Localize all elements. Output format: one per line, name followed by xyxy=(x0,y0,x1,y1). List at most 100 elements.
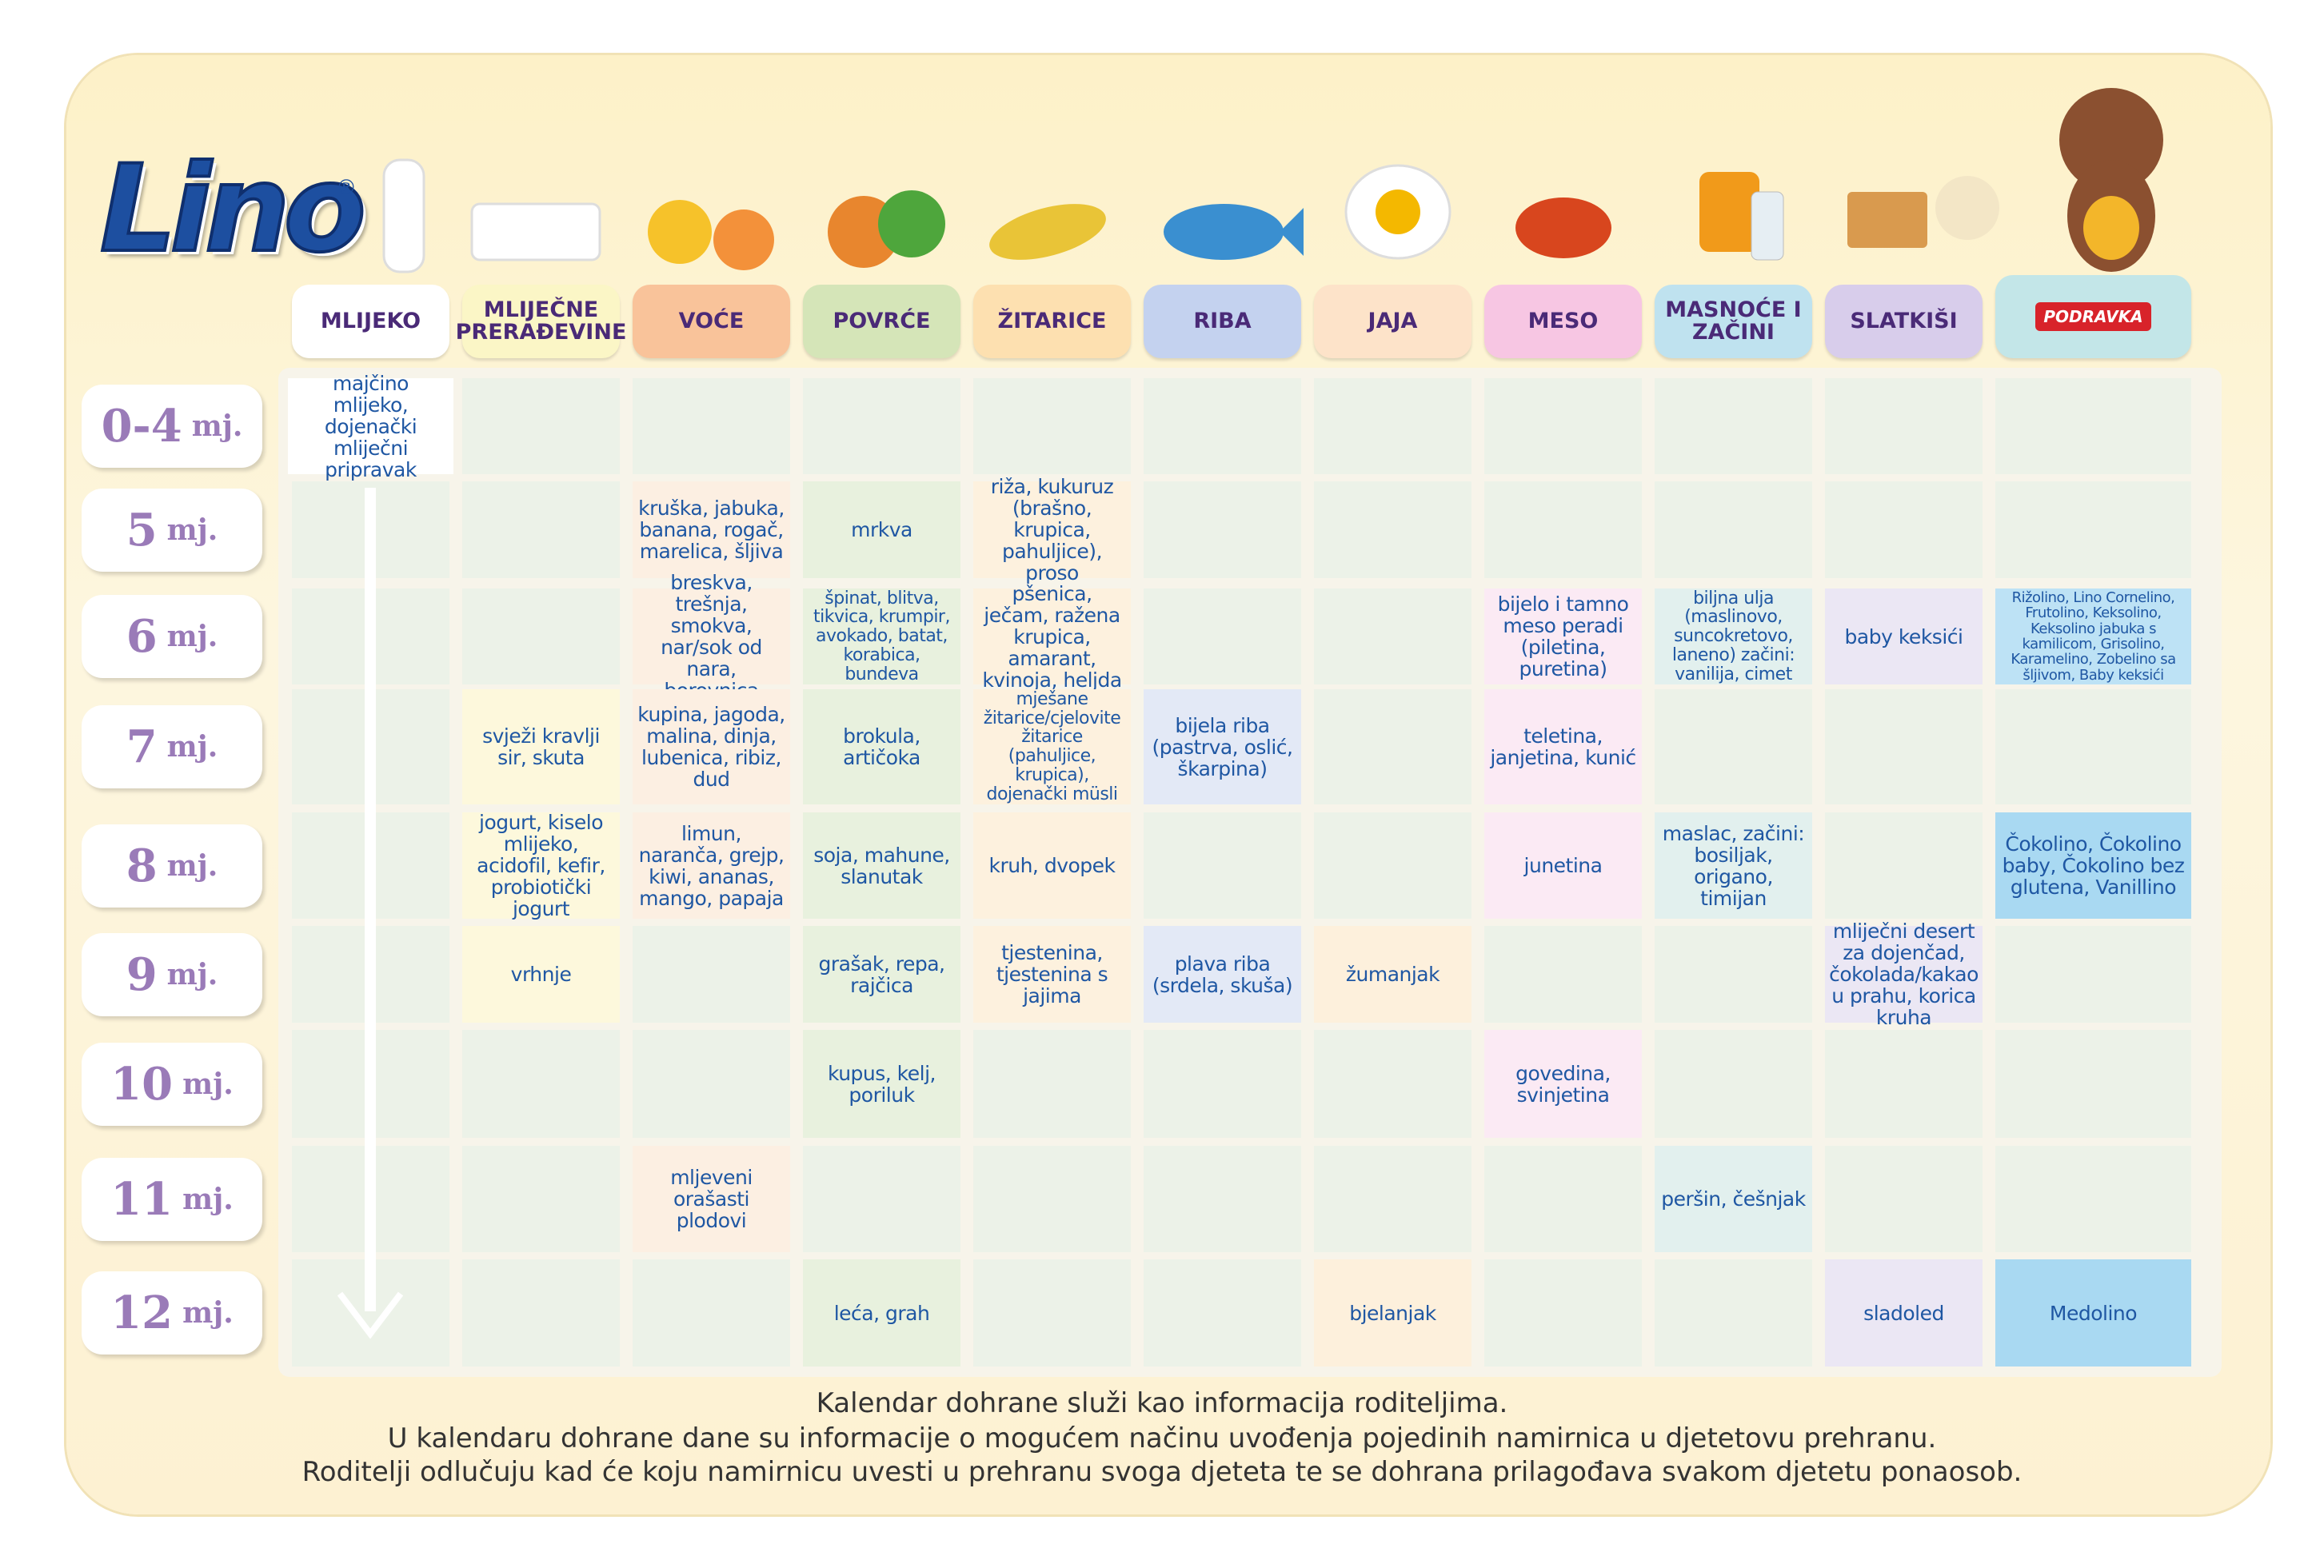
cell: Čokolino, Čokolino baby, Čokolino bez gl… xyxy=(1995,812,2191,919)
empty-cell xyxy=(1995,1146,2191,1252)
age-number: 12 xyxy=(110,1287,174,1339)
cell: plava riba (srdela, skuša) xyxy=(1144,926,1301,1023)
cell: grašak, repa, rajčica xyxy=(803,926,960,1023)
empty-cell xyxy=(1314,1030,1471,1138)
empty-cell xyxy=(1825,689,1983,804)
age-unit: mj. xyxy=(182,1067,234,1101)
column-header: ŽITARICE xyxy=(973,285,1131,358)
age-label: 5 mj. xyxy=(82,488,262,572)
empty-cell xyxy=(803,378,960,474)
cell: mljeveni orašasti plodovi xyxy=(633,1146,790,1252)
age-label: 9 mj. xyxy=(82,932,262,1016)
cell: leća, grah xyxy=(803,1259,960,1367)
empty-cell xyxy=(292,481,449,578)
cell: breskva, trešnja, smokva, nar/sok od nar… xyxy=(633,572,790,701)
cell: brokula, artičoka xyxy=(803,689,960,804)
cell: kupina, jagoda, malina, dinja, lubenica,… xyxy=(633,689,790,804)
empty-cell xyxy=(1484,1146,1642,1252)
age-unit: mj. xyxy=(191,409,243,443)
footer-line: Kalendar dohrane služi kao informacija r… xyxy=(816,1387,1508,1419)
cell: pšenica, ječam, ražena krupica, amarant,… xyxy=(973,583,1131,691)
cell: soja, mahune, slanutak xyxy=(803,812,960,919)
empty-cell xyxy=(633,1030,790,1138)
empty-cell xyxy=(1655,1259,1812,1367)
empty-cell xyxy=(1484,1259,1642,1367)
cell: junetina xyxy=(1484,812,1642,919)
age-number: 7 xyxy=(126,720,158,773)
age-number: 10 xyxy=(110,1057,174,1111)
age-unit: mj. xyxy=(166,848,218,883)
empty-cell xyxy=(292,689,449,804)
column-header: RIBA xyxy=(1144,285,1301,358)
empty-cell xyxy=(462,378,620,474)
empty-cell xyxy=(1825,812,1983,919)
footer-line: Roditelji odlučuju kad će koju namirnicu… xyxy=(301,1456,2023,1488)
cell: mliječni desert za dojenčad, čokolada/ka… xyxy=(1825,920,1983,1028)
cell: teletina, janjetina, kunić xyxy=(1484,689,1642,804)
cell: biljna ulja (maslinovo, suncokretovo, la… xyxy=(1655,588,1812,684)
empty-cell xyxy=(462,1259,620,1367)
empty-cell xyxy=(1655,378,1812,474)
empty-cell xyxy=(1655,1030,1812,1138)
age-unit: mj. xyxy=(166,957,218,991)
empty-cell xyxy=(1144,1259,1301,1367)
empty-cell xyxy=(1825,1030,1983,1138)
empty-cell xyxy=(973,1259,1131,1367)
empty-cell xyxy=(1144,481,1301,578)
empty-cell xyxy=(973,1146,1131,1252)
empty-cell xyxy=(292,1259,449,1367)
cell: riža, kukuruz (brašno, krupica, pahuljic… xyxy=(973,476,1131,584)
cell: majčino mlijeko, dojenački mliječni prip… xyxy=(288,373,453,481)
empty-cell xyxy=(1825,481,1983,578)
age-unit: mj. xyxy=(182,1182,234,1216)
brand-logo: PODRAVKA xyxy=(2035,302,2151,331)
cell: Medolino xyxy=(1995,1259,2191,1367)
age-number: 11 xyxy=(110,1172,174,1226)
empty-cell xyxy=(1144,1146,1301,1252)
column-header: JAJA xyxy=(1314,285,1471,358)
cell: mrkva xyxy=(803,481,960,578)
age-number: 5 xyxy=(126,503,158,557)
empty-cell xyxy=(462,588,620,684)
cell: bjelanjak xyxy=(1314,1259,1471,1367)
empty-cell xyxy=(1144,1030,1301,1138)
cell: tjestenina, tjestenina s jajima xyxy=(973,926,1131,1023)
empty-cell xyxy=(292,588,449,684)
age-label: 12 mj. xyxy=(82,1271,262,1355)
cell: svježi kravlji sir, skuta xyxy=(462,689,620,804)
empty-cell xyxy=(1144,378,1301,474)
empty-cell xyxy=(1314,378,1471,474)
empty-cell xyxy=(1655,926,1812,1023)
cell: baby keksići xyxy=(1825,588,1983,684)
age-label: 6 mj. xyxy=(82,595,262,678)
empty-cell xyxy=(633,926,790,1023)
age-unit: mj. xyxy=(166,513,218,547)
empty-cell xyxy=(1995,378,2191,474)
age-number: 0-4 xyxy=(101,400,182,453)
age-number: 6 xyxy=(126,610,158,663)
cell: kupus, kelj, poriluk xyxy=(803,1030,960,1138)
empty-cell xyxy=(462,481,620,578)
empty-cell xyxy=(292,1030,449,1138)
empty-cell xyxy=(633,378,790,474)
empty-cell xyxy=(633,1259,790,1367)
column-header: SLATKIŠI xyxy=(1825,285,1983,358)
cell: maslac, začini: bosiljak, origano, timij… xyxy=(1655,812,1812,919)
empty-cell xyxy=(1655,689,1812,804)
empty-cell xyxy=(803,1146,960,1252)
age-unit: mj. xyxy=(182,1296,234,1330)
cell: jogurt, kiselo mlijeko, acidofil, kefir,… xyxy=(462,812,620,920)
age-number: 8 xyxy=(126,839,158,892)
empty-cell xyxy=(973,378,1131,474)
empty-cell xyxy=(1655,481,1812,578)
empty-cell xyxy=(462,1146,620,1252)
logo: Lino xyxy=(98,138,368,281)
empty-cell xyxy=(292,1146,449,1252)
cell: bijelo i tamno meso peradi (piletina, pu… xyxy=(1484,588,1642,684)
age-label: 7 mj. xyxy=(82,705,262,788)
empty-cell xyxy=(1995,1030,2191,1138)
empty-cell xyxy=(1144,812,1301,919)
empty-cell xyxy=(462,1030,620,1138)
empty-cell xyxy=(1484,926,1642,1023)
empty-cell xyxy=(973,1030,1131,1138)
